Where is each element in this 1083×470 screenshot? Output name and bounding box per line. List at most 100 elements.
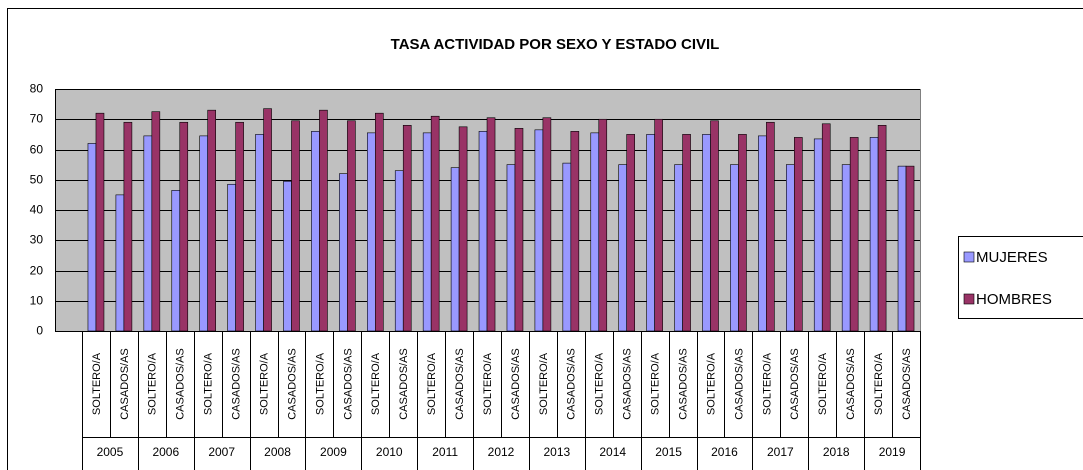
bar [319,109,328,332]
group-label: 2006 [152,445,179,459]
x-tick-label: CASADOS/AS [286,348,298,420]
bar [115,194,125,332]
group-label: 2014 [599,445,626,459]
bar [430,115,440,332]
bar [227,183,236,332]
bar [626,134,636,332]
y-tick-label: 60 [30,143,44,157]
bar [366,132,376,332]
group-label: 2012 [488,445,515,459]
bar [869,137,879,332]
bar [255,134,264,332]
x-tick-label: CASADOS/AS [398,348,410,420]
group-label: 2007 [208,445,235,459]
bar [766,121,775,332]
group-label: 2017 [767,445,794,459]
x-tick-label: SOLTERO/A [426,352,438,415]
bar [95,112,105,332]
bar [486,117,496,332]
bar [758,135,767,332]
bar [311,131,320,332]
y-tick-label: 70 [30,112,44,126]
bar [710,120,719,332]
bar [347,120,356,332]
x-tick-label: CASADOS/AS [733,348,745,420]
legend-box [958,236,1083,319]
bar [570,131,580,332]
x-tick-label: SOLTERO/A [314,352,326,415]
bar [590,132,600,332]
group-label: 2018 [823,445,850,459]
bar [506,164,516,332]
group-label: 2008 [264,445,291,459]
group-label: 2015 [655,445,682,459]
legend-swatch [963,293,975,305]
x-tick-label: CASADOS/AS [901,348,913,420]
bar [877,125,887,332]
x-tick-label: CASADOS/AS [175,348,187,420]
bar [793,137,803,332]
x-tick-label: CASADOS/AS [342,348,354,420]
x-tick-label: SOLTERO/A [91,352,103,415]
bar [199,135,208,332]
x-tick-label: CASADOS/AS [119,348,131,420]
x-tick-label: CASADOS/AS [566,348,578,420]
x-tick-label: SOLTERO/A [594,352,606,415]
x-tick-label: CASADOS/AS [510,348,522,420]
bar [849,137,859,332]
bar [841,164,851,332]
x-tick-label: SOLTERO/A [258,352,270,415]
bar [291,120,300,332]
bar [654,118,663,332]
x-tick-label: CASADOS/AS [454,348,466,420]
group-label: 2013 [544,445,571,459]
bar [339,173,348,332]
bar [514,128,524,332]
bar [143,135,153,332]
y-tick-label: 40 [30,203,44,217]
x-tick-label: CASADOS/AS [677,348,689,420]
x-tick-label: SOLTERO/A [203,352,215,415]
bar [905,165,915,332]
bar [123,121,133,332]
bar [450,167,460,332]
bar [598,118,608,332]
x-tick-label: SOLTERO/A [650,352,662,415]
x-tick-label: SOLTERO/A [705,352,717,415]
y-tick-label: 10 [30,294,44,308]
bar [478,131,488,332]
group-label: 2019 [879,445,906,459]
bar [730,164,739,332]
bar [646,134,655,332]
x-tick-label: CASADOS/AS [622,348,634,420]
legend-label: HOMBRES [976,291,1052,308]
x-tick-label: SOLTERO/A [147,352,159,415]
x-tick-label: SOLTERO/A [370,352,382,415]
bar [618,164,628,332]
bar [394,170,404,332]
bar [702,134,711,332]
x-tick-label: SOLTERO/A [538,352,550,415]
bar [235,121,244,332]
bar [562,162,572,332]
x-tick-label: SOLTERO/A [817,352,829,415]
group-label: 2010 [376,445,403,459]
bar [422,132,432,332]
x-tick-label: SOLTERO/A [873,352,885,415]
bar [738,134,747,332]
bar [682,134,691,332]
bar [674,164,683,332]
chart-title: TASA ACTIVIDAD POR SEXO Y ESTADO CIVIL [391,36,720,53]
bar [87,143,97,332]
x-tick-label: SOLTERO/A [761,352,773,415]
group-label: 2016 [711,445,738,459]
legend-swatch [963,251,975,263]
group-label: 2005 [97,445,124,459]
legend-label: MUJERES [976,249,1048,266]
y-tick-label: 30 [30,233,44,247]
bar [821,123,831,332]
bar [785,164,795,332]
y-tick-label: 20 [30,264,44,278]
